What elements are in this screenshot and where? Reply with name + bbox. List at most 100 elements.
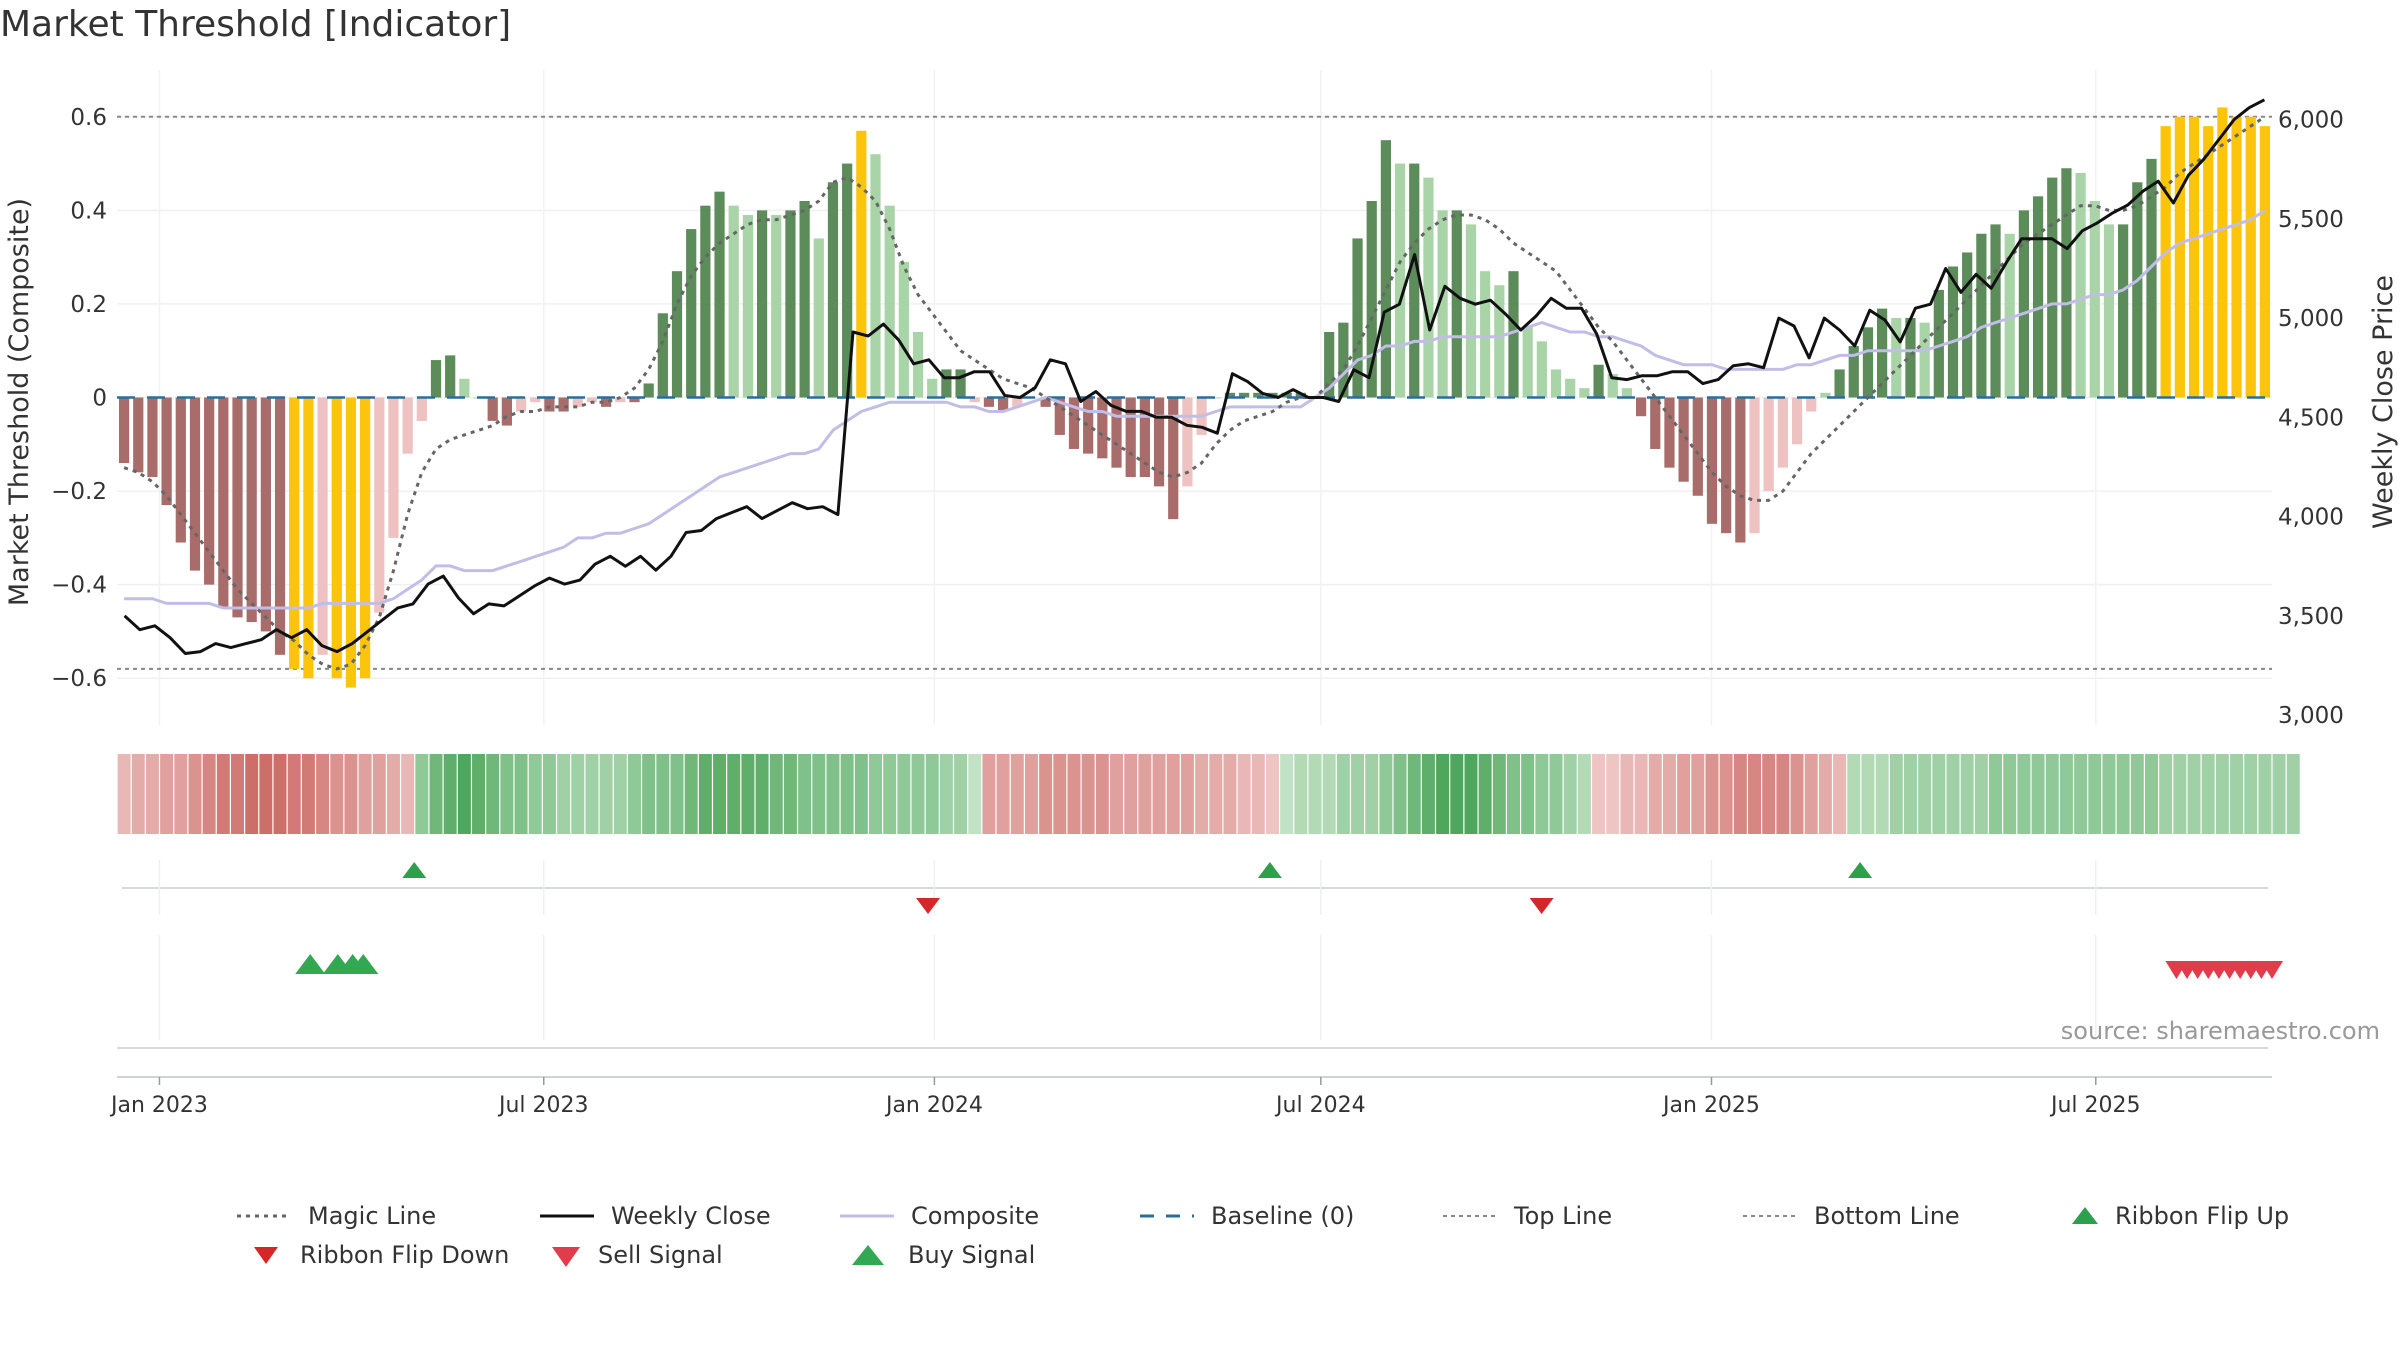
ribbon-segment (2272, 754, 2286, 834)
legend-label: Sell Signal (598, 1241, 723, 1269)
composite-bar (1806, 397, 1817, 412)
ribbon-segment (1393, 754, 1407, 834)
ribbon-segment (713, 754, 727, 834)
ribbon-flip-down-marker (1529, 898, 1554, 914)
composite-bar (1635, 397, 1647, 417)
ribbon-flip-up-marker (1257, 862, 1282, 878)
ribbon-segment (401, 754, 415, 834)
ribbon-segment (1421, 754, 1435, 834)
composite-bar (2075, 172, 2086, 398)
ribbon-segment (2031, 754, 2045, 834)
composite-bar (1565, 378, 1576, 398)
ribbon-segment (1563, 754, 1577, 834)
composite-bar (515, 397, 527, 412)
chart-title: Market Threshold [Indicator] (0, 4, 512, 45)
ribbon-segment (1436, 754, 1450, 834)
ribbon-segment (259, 754, 273, 834)
composite-bar (1083, 397, 1094, 454)
ribbon-segment (585, 754, 599, 834)
composite-bar (331, 397, 342, 679)
composite-bar (1579, 388, 1590, 398)
composite-bar (1210, 397, 1221, 399)
ribbon-segment (1351, 754, 1365, 834)
ribbon-segment (443, 754, 457, 834)
ribbon-segment (1535, 754, 1549, 834)
composite-bar (2245, 116, 2256, 398)
ribbon-segment (2088, 754, 2102, 834)
composite-bar (1749, 397, 1760, 534)
composite-bar (445, 355, 456, 398)
x-axis: Jan 2023 Jul 2023 Jan 2024 Jul 2024 Jan 2025… (109, 1077, 2141, 1118)
composite-bar (2146, 158, 2157, 398)
legend-item-buy: Buy Signal (852, 1241, 1035, 1269)
legend-item-close: Weekly Close (540, 1202, 771, 1230)
ribbon-segment (954, 754, 968, 834)
legend-label: Ribbon Flip Up (2115, 1202, 2289, 1230)
composite-bar (189, 397, 201, 571)
composite-bar (941, 369, 952, 398)
composite-bar (1891, 317, 1902, 398)
ribbon-segment (486, 754, 500, 834)
composite-bar (1933, 289, 1944, 398)
composite-bar (1338, 322, 1349, 398)
ribbon-segment (1180, 754, 1194, 834)
ribbon-segment (684, 754, 698, 834)
legend-label: Bottom Line (1814, 1202, 1960, 1230)
composite-bar (1480, 271, 1491, 398)
composite-bar (232, 397, 243, 618)
x-tick-label: Jul 2024 (1274, 1093, 1366, 1118)
ribbon-segment (557, 754, 571, 834)
ribbon-segment (1223, 754, 1237, 834)
ribbon-segment (1833, 754, 1847, 834)
ribbon-segment (1478, 754, 1492, 834)
ribbon-segment (996, 754, 1010, 834)
x-tick-label: Jan 2025 (1661, 1093, 1760, 1118)
ribbon-segment (429, 754, 443, 834)
ribbon-segment (613, 754, 627, 834)
ribbon-segment (741, 754, 755, 834)
weekly-close-line (123, 98, 2266, 655)
composite-bar (1437, 210, 1448, 398)
ribbon-segment (826, 754, 840, 834)
composite-bar (1834, 369, 1845, 398)
composite-bar (1919, 322, 1930, 398)
composite-bar (1621, 388, 1633, 398)
composite-bar (1607, 374, 1618, 398)
composite-bar (1536, 341, 1547, 398)
legend-item-top: Top Line (1443, 1202, 1612, 1230)
composite-bar (374, 397, 385, 613)
composite-bar (1508, 271, 1519, 398)
ribbon-segment (1067, 754, 1081, 834)
ribbon-segment (117, 754, 131, 834)
composite-bar (345, 397, 357, 688)
legend: Magic Line Weekly Close Composite Baseline … (237, 1202, 2289, 1269)
legend-item-baseline: Baseline (0) (1140, 1202, 1354, 1230)
composite-bar (1380, 140, 1392, 398)
composite-bar (771, 215, 782, 398)
composite-bar (969, 397, 980, 403)
y-tick-label: −0.2 (51, 479, 107, 505)
composite-bar (615, 397, 626, 403)
composite-bars (118, 107, 2271, 688)
legend-item-sell: Sell Signal (552, 1241, 723, 1269)
ribbon-segment (1166, 754, 1180, 834)
ribbon-flip-up-marker (1848, 862, 1873, 878)
ribbon-segment (2059, 754, 2073, 834)
ribbon-segment (1308, 754, 1322, 834)
ribbon-segment (2286, 754, 2300, 834)
ribbon-segment (1748, 754, 1762, 834)
composite-bar (1366, 201, 1377, 398)
ribbon-segment (542, 754, 556, 834)
ribbon-segment (174, 754, 188, 834)
ribbon-segment (968, 754, 982, 834)
y-tick-label: 0 (92, 386, 107, 412)
y2-tick-label: 3,500 (2278, 604, 2344, 630)
legend-label: Baseline (0) (1211, 1202, 1354, 1230)
ribbon-segment (1719, 754, 1733, 834)
y-tick-label: 0.2 (70, 292, 107, 318)
ribbon-segment (1804, 754, 1818, 834)
ribbon-segment (1960, 754, 1974, 834)
ribbon-segment (1152, 754, 1166, 834)
composite-bar (246, 397, 257, 623)
composite-bar (1678, 397, 1689, 482)
